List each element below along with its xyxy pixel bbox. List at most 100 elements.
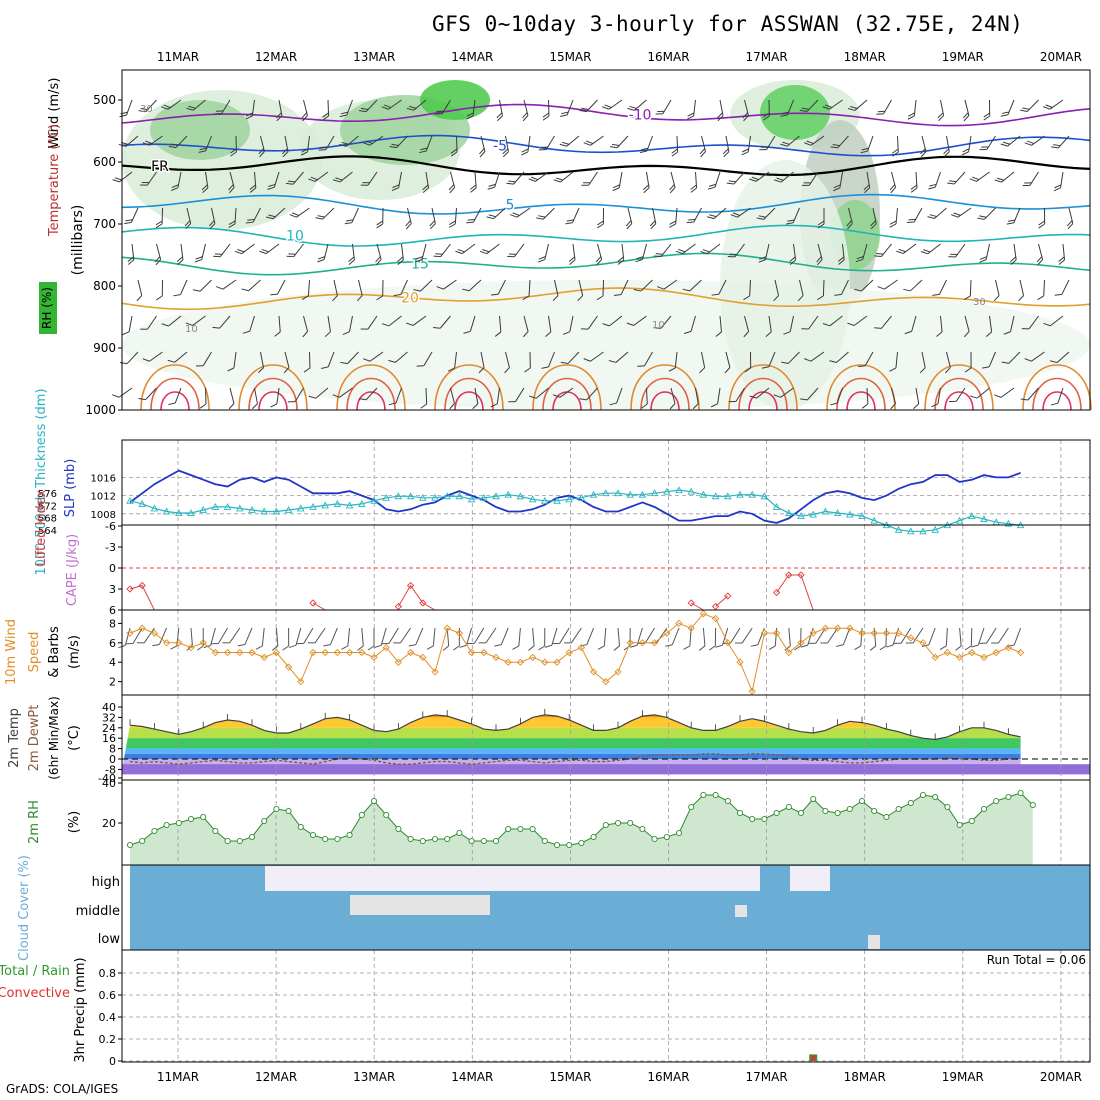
- xsection-wind-barb: [455, 243, 476, 255]
- rh-point: [834, 809, 841, 817]
- rh-point: [1017, 789, 1024, 797]
- wind-speed-point: [126, 629, 134, 637]
- xsection-wind-barb: [416, 351, 433, 367]
- temp-contour: [140, 364, 210, 411]
- xsection-wind-barb: [993, 279, 1000, 302]
- surface-wind-barb: [307, 627, 326, 644]
- xsection-wind-barb: [759, 135, 776, 151]
- barb-staff: [671, 627, 680, 645]
- xsection-wind-barb: [800, 387, 819, 401]
- xsection-wind-barb: [406, 99, 427, 111]
- xsection-wind-barb: [602, 315, 623, 327]
- xsection-wind-barb: [317, 243, 329, 263]
- barb-staff: [1000, 387, 1015, 398]
- barb-flag: [303, 367, 311, 373]
- barb-flag: [579, 644, 587, 647]
- barb-flag: [140, 328, 148, 330]
- barb-staff: [1057, 387, 1064, 404]
- barb-staff: [569, 315, 574, 332]
- rh-point: [712, 791, 719, 799]
- wind-speed-point: [589, 668, 598, 676]
- barb-flag: [688, 218, 696, 221]
- xsection-wind-barb: [201, 171, 209, 194]
- barb-flag: [1001, 361, 1009, 364]
- wind-speed-point: [1004, 644, 1013, 652]
- barb-flag: [910, 184, 918, 190]
- barb-staff: [615, 351, 629, 363]
- wind-speed-point: [358, 648, 366, 657]
- barb-flag: [885, 644, 894, 648]
- barb-staff: [644, 351, 653, 367]
- barb-flag: [1036, 256, 1043, 263]
- xsection-wind-barb: [706, 207, 727, 220]
- xsection-wind-barb: [581, 171, 598, 186]
- rh-ylabel-line1: 2m RH: [27, 800, 42, 844]
- barb-flag: [817, 220, 825, 226]
- rh-shading: [720, 160, 850, 410]
- barb-flag: [270, 403, 278, 408]
- wind-speed-point: [931, 653, 939, 661]
- barb-flag: [142, 142, 150, 146]
- xsection-wind-barb: [266, 207, 286, 220]
- barb-flag: [585, 140, 594, 145]
- temperature-legend-label: Temperature (°C): [47, 124, 62, 237]
- temp-tick: 40: [102, 701, 116, 714]
- barb-staff: [774, 279, 780, 296]
- barb-flag: [744, 367, 751, 373]
- barb-staff: [730, 627, 741, 644]
- barb-flag: [360, 184, 368, 186]
- barb-flag: [215, 110, 224, 112]
- barb-flag: [630, 644, 638, 648]
- chart-title: GFS 0~10day 3-hourly for ASSWAN (32.75E,…: [432, 12, 1024, 36]
- precip-tick: 0.6: [99, 989, 117, 1002]
- barb-flag: [545, 331, 552, 338]
- xsection-wind-barb: [332, 387, 353, 398]
- xsection-wind-barb: [466, 207, 482, 224]
- barb-flag: [671, 148, 678, 154]
- temp-contour: [356, 391, 386, 411]
- barb-flag: [436, 110, 444, 112]
- surface-wind-barb: [597, 627, 607, 650]
- barb-flag: [171, 187, 179, 191]
- li-tick: -6: [105, 520, 116, 533]
- thickness-point: [663, 487, 671, 495]
- xsection-wind-barb: [448, 171, 456, 194]
- temp-tick: 16: [102, 732, 116, 745]
- xsection-wind-barb: [1006, 207, 1021, 225]
- barb-flag: [512, 212, 520, 216]
- li-point: [406, 581, 415, 590]
- rh-point: [517, 825, 524, 833]
- xsection-wind-barb: [985, 315, 993, 338]
- barb-flag: [413, 289, 421, 292]
- pressure-tick: 800: [93, 279, 116, 293]
- xsection-wind-barb: [198, 135, 212, 153]
- date-label-bottom: 16MAR: [647, 1070, 689, 1084]
- wind-speed-point: [809, 629, 817, 637]
- pressure-tick: 700: [93, 217, 116, 231]
- barb-flag: [537, 259, 545, 263]
- xsection-wind-barb: [889, 171, 897, 194]
- barb-flag: [979, 215, 987, 218]
- wind-speed-point: [602, 677, 610, 686]
- barb-staff: [380, 627, 387, 646]
- surface-wind-barb: [357, 627, 364, 651]
- barb-flag: [910, 187, 918, 193]
- xsection-wind-barb: [653, 243, 672, 258]
- barb-flag: [322, 115, 329, 121]
- xsection-wind-barb: [375, 243, 382, 266]
- barb-staff: [998, 627, 1009, 644]
- barb-flag: [300, 151, 308, 156]
- barb-staff: [921, 351, 926, 368]
- wind-speed-point: [760, 629, 769, 637]
- xsection-wind-barb: [816, 243, 823, 266]
- barb-flag: [1020, 109, 1028, 112]
- xsection-wind-barb: [581, 315, 598, 330]
- thickness-tick: 576: [38, 489, 57, 500]
- barb-flag: [531, 176, 539, 181]
- barb-flag: [267, 186, 275, 190]
- barb-staff: [180, 279, 188, 295]
- barb-staff: [939, 279, 947, 295]
- barb-flag: [970, 395, 978, 399]
- barb-flag: [687, 115, 694, 120]
- barb-flag: [127, 259, 135, 265]
